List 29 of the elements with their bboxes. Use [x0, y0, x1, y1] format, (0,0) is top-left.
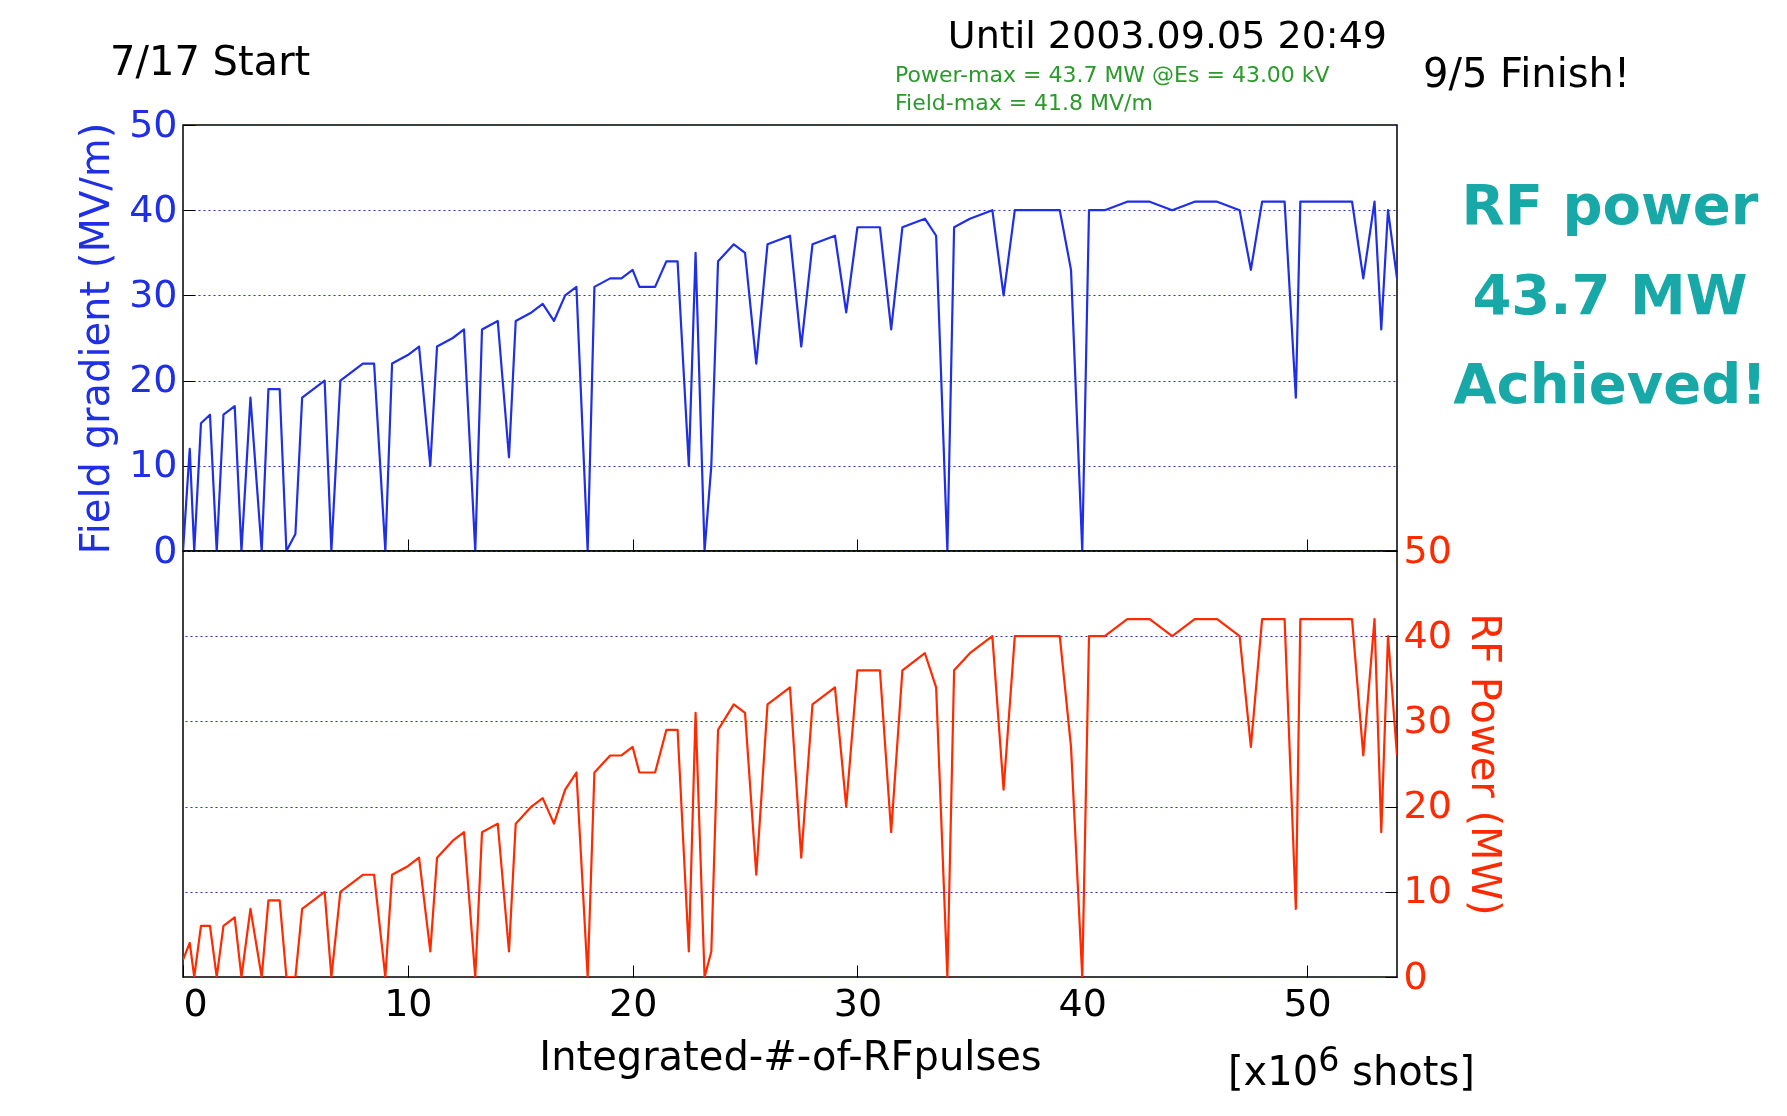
y-tick-label: 50	[129, 101, 178, 146]
text: [x10$^{6}$ shots]	[1228, 1040, 1475, 1095]
y-tick-label: 10	[129, 442, 178, 487]
y-tick-label: 0	[153, 527, 178, 572]
y2-tick-label: 50	[1403, 527, 1452, 572]
text: 7/17 Start	[110, 38, 311, 84]
x-tick-label: 0	[183, 980, 208, 1025]
chart-title: Until 2003.09.05 20:49	[947, 13, 1387, 57]
y2-tick-label: 10	[1403, 868, 1452, 913]
line-series	[183, 200, 1397, 551]
y2-tick-label: 20	[1403, 783, 1452, 828]
y-axis-title: Field gradient (MV/m)	[72, 122, 119, 555]
x-tick-label: 20	[608, 980, 658, 1025]
y2-axis-title: RF Power (MW)	[1462, 613, 1509, 916]
x-tick-label: 30	[833, 980, 883, 1025]
text: Power-max = 43.7 MW @Es = 43.00 kV	[895, 62, 1330, 87]
text: 9/5 Finish!	[1423, 50, 1630, 96]
y2-tick-label: 40	[1403, 612, 1452, 657]
x-tick-label: 10	[384, 980, 433, 1025]
x-tick-label: 50	[1283, 980, 1332, 1025]
text: Field-max = 41.8 MV/m	[895, 90, 1153, 115]
y-tick-label: 30	[129, 271, 178, 316]
y-tick-label: 20	[129, 357, 178, 402]
text: RF power 43.7 MW Achieved!	[1452, 171, 1768, 419]
x-tick-label: 40	[1058, 980, 1107, 1025]
x-axis-title: Integrated-#-of-RFpulses	[539, 1032, 1042, 1079]
y-tick-label: 40	[129, 186, 178, 231]
line-series	[183, 618, 1397, 977]
y2-tick-label: 30	[1403, 697, 1452, 742]
